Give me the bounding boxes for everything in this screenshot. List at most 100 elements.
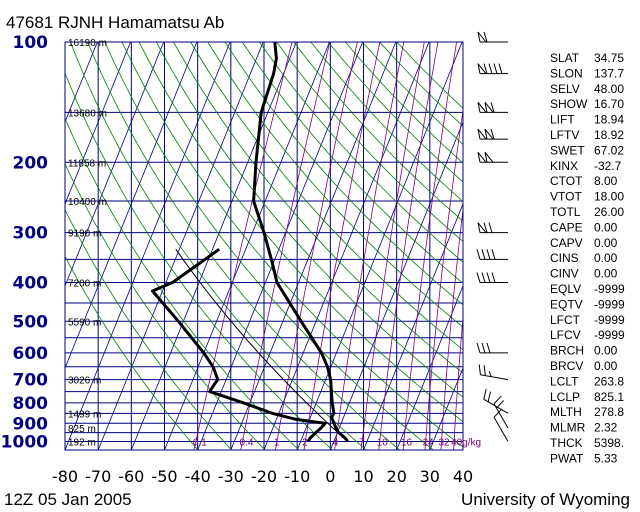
wind-barb-feather	[486, 342, 491, 354]
temperature-tick-label: 20	[387, 467, 407, 486]
index-name: SLON	[550, 66, 583, 80]
index-name: LFCV	[550, 328, 581, 342]
index-name: CAPE	[550, 220, 583, 234]
mixing-ratio-label: 0.4	[240, 438, 254, 449]
parcel-line	[175, 248, 349, 442]
mixing-ratio-label: 24	[423, 438, 435, 449]
mixing-ratio-line	[453, 312, 463, 450]
index-value: 278.8	[594, 405, 624, 419]
index-value: 34.75	[594, 51, 624, 65]
wind-barb-feather	[483, 222, 488, 233]
height-label: 7200 m	[68, 279, 101, 290]
skewed-isotherms	[65, 42, 463, 450]
wind-barb	[476, 249, 508, 260]
mixing-ratio-label: 2	[302, 438, 308, 449]
skewed-isotherm	[396, 284, 463, 450]
mixing-ratio-line	[275, 42, 358, 450]
wind-barb	[477, 63, 508, 75]
index-value: 26.00	[594, 205, 624, 219]
wind-barb	[476, 272, 508, 284]
wind-barb-feather	[498, 63, 503, 74]
skewed-isotherm	[65, 42, 165, 288]
index-value: 0.00	[594, 220, 618, 234]
wind-barb-flag	[477, 63, 487, 74]
temperature-axis-labels: -80 -70 -60 -50 -40 -30 -20 -10 0 10 20 30 40	[52, 467, 473, 486]
mixing-ratio-label: 16	[401, 438, 413, 449]
wind-barb-feather	[481, 272, 486, 283]
height-label: 13680 m	[68, 108, 107, 119]
index-name: CINV	[550, 267, 579, 281]
index-value: 18.94	[594, 113, 624, 127]
dry-adiabat	[173, 42, 463, 374]
wind-barb	[477, 128, 508, 140]
wind-barb-feather	[476, 249, 481, 260]
index-value: 0.00	[594, 359, 618, 373]
dry-adiabat	[241, 42, 463, 284]
parcel-path	[175, 248, 349, 442]
chart-title: 47681 RJNH Hamamatsu Ab	[6, 13, 224, 32]
index-name: SELV	[550, 82, 580, 96]
height-label: 9190 m	[68, 229, 101, 240]
index-name: CINS	[550, 251, 579, 265]
index-value: 263.8	[594, 374, 624, 388]
index-name: TOTL	[550, 205, 581, 219]
index-name: LFTV	[550, 128, 579, 142]
height-label: 16190 m	[68, 38, 107, 49]
pressure-label: 600	[13, 344, 49, 364]
skewed-isotherm	[263, 42, 430, 450]
index-name: EQLV	[550, 282, 581, 296]
mixing-ratio-label: 40g/kg	[451, 438, 481, 449]
index-value: 825.1	[594, 390, 624, 404]
mixing-ratio-label: 7	[359, 438, 365, 449]
index-name: BRCH	[550, 344, 584, 358]
index-name: KINX	[550, 159, 578, 173]
sounding-profiles	[151, 42, 349, 443]
dry-adiabat	[207, 42, 463, 328]
index-value: 18.92	[594, 128, 624, 142]
skewed-isotherm	[230, 42, 397, 450]
height-label: 1499 m	[68, 409, 101, 420]
wind-barb-feather	[487, 391, 491, 402]
temperature-tick-label: -40	[185, 467, 211, 486]
dry-adiabat	[259, 42, 463, 263]
wind-barb-feather	[493, 409, 502, 418]
index-value: 0.00	[594, 267, 618, 281]
dry-adiabats	[65, 42, 463, 450]
temperature-tick-label: -80	[52, 467, 78, 486]
wind-barb-flag	[477, 222, 487, 233]
wind-barb-flag	[477, 151, 487, 163]
wind-barb	[483, 389, 509, 414]
height-labels: 16190 m 13680 m 11858 m 10400 m 9190 m 7200 m…	[68, 38, 107, 449]
wind-barb-feather	[483, 63, 488, 74]
pressure-label: 400	[13, 274, 49, 294]
index-value: 2.32	[594, 421, 618, 435]
dry-adiabat	[87, 42, 400, 450]
wind-barb-staff	[493, 403, 509, 429]
index-value: -9999	[594, 297, 625, 311]
temperature-gridlines	[65, 42, 463, 450]
wind-barb	[478, 364, 509, 381]
skewed-isotherm	[429, 366, 463, 450]
temperature-tick-label: 10	[353, 467, 373, 486]
index-value: 0.00	[594, 251, 618, 265]
index-name: SWET	[550, 143, 585, 157]
wind-barb-feather	[483, 365, 486, 376]
skewed-isotherm	[197, 42, 364, 450]
index-value: -9999	[594, 282, 625, 296]
plot-frame	[64, 41, 464, 451]
dry-adiabat	[155, 42, 463, 398]
temperature-tick-label: -10	[284, 467, 310, 486]
wind-barb-feather	[476, 342, 481, 354]
index-value: 0.00	[594, 236, 618, 250]
skewed-isotherm	[65, 42, 231, 450]
footer-datetime: 12Z 05 Jan 2005	[4, 490, 132, 509]
index-value: -32.7	[594, 159, 622, 173]
wind-barb-flag	[484, 151, 494, 163]
wind-barb	[477, 31, 508, 43]
mixing-ratio-line	[378, 42, 439, 450]
dry-adiabat	[310, 42, 463, 202]
wind-barb-feather	[478, 364, 481, 375]
index-value: -9999	[594, 328, 625, 342]
